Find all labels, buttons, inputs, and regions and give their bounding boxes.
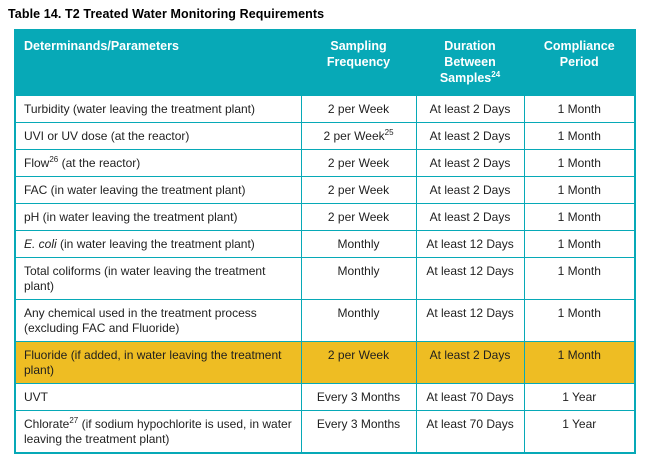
cell-sampling-frequency: Monthly [300, 229, 417, 258]
cell-duration-between-samples: At least 2 Days [415, 148, 525, 177]
footnote-ref: 25 [384, 127, 394, 137]
text-run: 2 per Week [327, 182, 390, 197]
cell-parameter: Total coliforms (in water leaving the tr… [14, 256, 302, 300]
table-row: Flow26 (at the reactor) 2 per Week At leas… [14, 148, 636, 177]
text-run: Fluoride (if added, in water leaving the… [24, 347, 282, 377]
cell-duration-between-samples: At least 12 Days [415, 298, 525, 342]
footnote-ref: 27 [69, 415, 79, 425]
cell-sampling-frequency: Every 3 Months [300, 382, 417, 411]
cell-compliance-period: 1 Month [523, 175, 636, 204]
cell-compliance-period: 1 Month [523, 256, 636, 300]
table-body: Turbidity (water leaving the treatment p… [14, 94, 636, 453]
cell-sampling-frequency: Monthly [300, 298, 417, 342]
column-header-parameters: Determinands/Parameters [14, 29, 302, 96]
text-run: (at the reactor) [58, 155, 141, 170]
cell-duration-between-samples: At least 70 Days [415, 382, 525, 411]
cell-parameter: Fluoride (if added, in water leaving the… [14, 340, 302, 384]
cell-compliance-period: 1 Year [523, 409, 636, 453]
table-row: FAC (in water leaving the treatment plan… [14, 175, 636, 204]
cell-compliance-period: 1 Month [523, 121, 636, 150]
text-run: Every 3 Months [316, 389, 401, 404]
text-run: (if sodium hypochlorite is used, in wate… [24, 416, 292, 446]
text-run: Total coliforms (in water leaving the tr… [24, 263, 266, 293]
header-row: Determinands/Parameters Sampling Frequenc… [14, 29, 636, 96]
cell-compliance-period: 1 Month [523, 94, 636, 123]
monitoring-requirements-table: Determinands/Parameters Sampling Frequenc… [14, 29, 636, 454]
text-run: Any chemical used in the treatment proce… [24, 305, 257, 335]
text-run: Chlorate [24, 416, 70, 431]
cell-duration-between-samples: At least 12 Days [415, 229, 525, 258]
cell-sampling-frequency: Monthly [300, 256, 417, 300]
text-run: Flow [24, 155, 50, 170]
text-run: E. coli [24, 236, 57, 251]
text-run: Monthly [337, 305, 380, 320]
text-run: Duration Between Samples [439, 39, 496, 85]
cell-duration-between-samples: At least 2 Days [415, 94, 525, 123]
cell-compliance-period: 1 Month [523, 340, 636, 384]
text-run: UVT [24, 389, 48, 404]
cell-parameter: Turbidity (water leaving the treatment p… [14, 94, 302, 123]
table-row: Turbidity (water leaving the treatment p… [14, 94, 636, 123]
column-header-compliance-period: Compliance Period [523, 29, 636, 96]
text-run: (in water leaving the treatment plant) [56, 236, 255, 251]
table-row: E. coli (in water leaving the treatment … [14, 229, 636, 258]
cell-sampling-frequency: 2 per Week [300, 94, 417, 123]
table-row: UVI or UV dose (at the reactor) 2 per Wee… [14, 121, 636, 150]
footnote-ref: 24 [491, 69, 501, 79]
cell-parameter: UVI or UV dose (at the reactor) [14, 121, 302, 150]
cell-parameter: FAC (in water leaving the treatment plan… [14, 175, 302, 204]
table-row: Total coliforms (in water leaving the tr… [14, 256, 636, 300]
text-run: Compliance Period [543, 39, 615, 69]
cell-duration-between-samples: At least 2 Days [415, 175, 525, 204]
footnote-ref: 26 [49, 154, 59, 164]
text-run: Sampling Frequency [326, 39, 391, 69]
cell-sampling-frequency: 2 per Week [300, 148, 417, 177]
text-run: Monthly [337, 263, 380, 278]
cell-parameter: pH (in water leaving the treatment plant… [14, 202, 302, 231]
text-run: 2 per Week [327, 155, 390, 170]
cell-compliance-period: 1 Year [523, 382, 636, 411]
text-run: Every 3 Months [316, 416, 401, 431]
cell-compliance-period: 1 Month [523, 229, 636, 258]
cell-duration-between-samples: At least 70 Days [415, 409, 525, 453]
cell-sampling-frequency: 2 per Week [300, 340, 417, 384]
cell-compliance-period: 1 Month [523, 298, 636, 342]
column-header-duration-between-samples: Duration Between Samples24 [415, 29, 525, 96]
text-run: FAC (in water leaving the treatment plan… [24, 182, 246, 197]
text-run: 2 per Week [323, 128, 385, 143]
cell-duration-between-samples: At least 12 Days [415, 256, 525, 300]
cell-parameter: Chlorate27 (if sodium hypochlorite is us… [14, 409, 302, 453]
cell-sampling-frequency: 2 per Week [300, 175, 417, 204]
cell-compliance-period: 1 Month [523, 148, 636, 177]
table-header: Determinands/Parameters Sampling Frequenc… [14, 29, 636, 96]
cell-parameter: E. coli (in water leaving the treatment … [14, 229, 302, 258]
table-row: Any chemical used in the treatment proce… [14, 298, 636, 342]
cell-duration-between-samples: At least 2 Days [415, 340, 525, 384]
column-header-sampling-frequency: Sampling Frequency [300, 29, 417, 96]
cell-parameter: Any chemical used in the treatment proce… [14, 298, 302, 342]
text-run: Turbidity (water leaving the treatment p… [24, 101, 255, 116]
cell-duration-between-samples: At least 2 Days [415, 121, 525, 150]
cell-compliance-period: 1 Month [523, 202, 636, 231]
table-row: UVT Every 3 Months At least 70 Days 1 Year [14, 382, 636, 411]
table-row: pH (in water leaving the treatment plant… [14, 202, 636, 231]
table-row-highlighted: Fluoride (if added, in water leaving the… [14, 340, 636, 384]
cell-sampling-frequency: 2 per Week25 [300, 121, 417, 150]
text-run: 2 per Week [327, 347, 390, 362]
text-run: Determinands/Parameters [24, 39, 179, 53]
text-run: 2 per Week [327, 209, 390, 224]
table-title: Table 14. T2 Treated Water Monitoring Re… [8, 7, 325, 21]
cell-duration-between-samples: At least 2 Days [415, 202, 525, 231]
cell-sampling-frequency: 2 per Week [300, 202, 417, 231]
text-run: Monthly [337, 236, 380, 251]
text-run: pH (in water leaving the treatment plant… [24, 209, 238, 224]
cell-sampling-frequency: Every 3 Months [300, 409, 417, 453]
cell-parameter: UVT [14, 382, 302, 411]
table-row: Chlorate27 (if sodium hypochlorite is us… [14, 409, 636, 453]
text-run: 2 per Week [327, 101, 390, 116]
text-run: UVI or UV dose (at the reactor) [24, 128, 190, 143]
cell-parameter: Flow26 (at the reactor) [14, 148, 302, 177]
